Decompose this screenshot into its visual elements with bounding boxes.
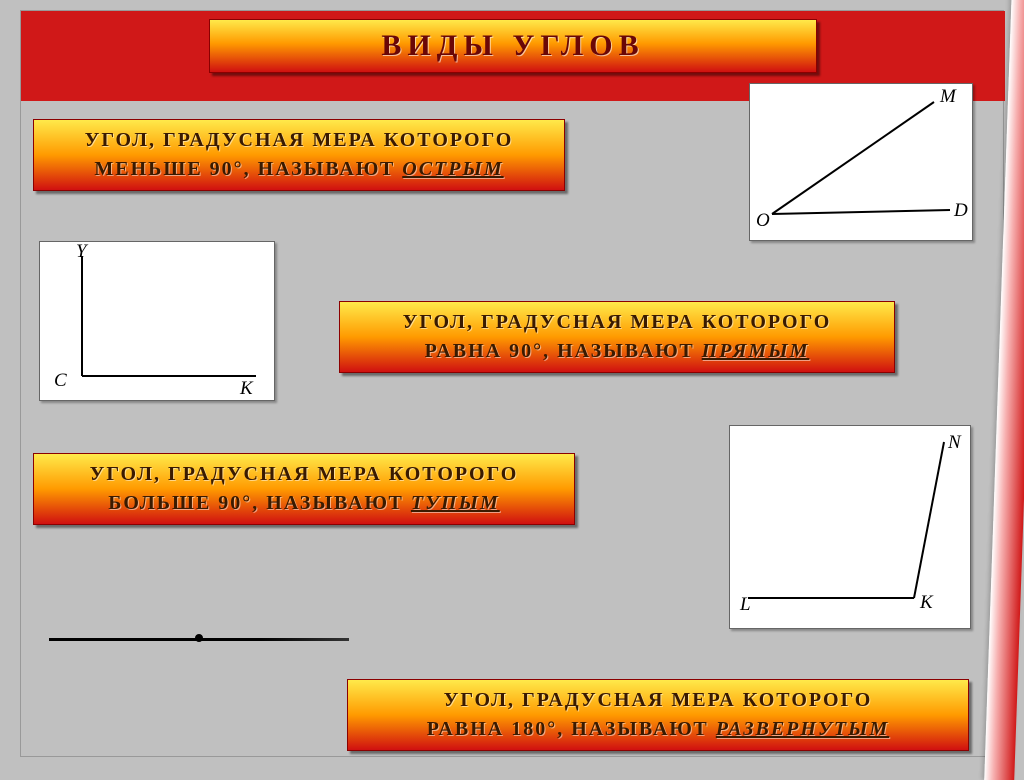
def-obtuse-keyword: ТУПЫМ bbox=[411, 492, 500, 514]
figure-straight bbox=[49, 636, 349, 642]
label-C: C bbox=[54, 370, 67, 392]
def-acute: УГОЛ, ГРАДУСНАЯ МЕРА КОТОРОГО МЕНЬШЕ 90°… bbox=[33, 119, 565, 191]
label-K2: K bbox=[920, 592, 933, 614]
def-acute-line1: УГОЛ, ГРАДУСНАЯ МЕРА КОТОРОГО bbox=[85, 129, 514, 151]
def-straight-line1: УГОЛ, ГРАДУСНАЯ МЕРА КОТОРОГО bbox=[444, 689, 873, 711]
label-N: N bbox=[948, 432, 961, 454]
label-Y: Y bbox=[76, 241, 87, 263]
def-straight-keyword: РАЗВЕРНУТЫМ bbox=[716, 718, 889, 740]
def-obtuse-line1: УГОЛ, ГРАДУСНАЯ МЕРА КОТОРОГО bbox=[90, 463, 519, 485]
figure-acute: O M D bbox=[749, 83, 973, 241]
figure-obtuse: N K L bbox=[729, 425, 971, 629]
def-straight: УГОЛ, ГРАДУСНАЯ МЕРА КОТОРОГО РАВНА 180°… bbox=[347, 679, 969, 751]
label-M: M bbox=[940, 86, 956, 108]
def-straight-line2: РАВНА 180°, НАЗЫВАЮТ bbox=[427, 718, 716, 740]
label-L: L bbox=[740, 594, 751, 616]
def-obtuse: УГОЛ, ГРАДУСНАЯ МЕРА КОТОРОГО БОЛЬШЕ 90°… bbox=[33, 453, 575, 525]
def-right-line2: РАВНА 90°, НАЗЫВАЮТ bbox=[425, 340, 702, 362]
obtuse-angle-svg bbox=[730, 426, 972, 630]
title-box: ВИДЫ УГЛОВ bbox=[209, 19, 817, 73]
def-right-line1: УГОЛ, ГРАДУСНАЯ МЕРА КОТОРОГО bbox=[403, 311, 832, 333]
def-right: УГОЛ, ГРАДУСНАЯ МЕРА КОТОРОГО РАВНА 90°,… bbox=[339, 301, 895, 373]
label-K: K bbox=[240, 378, 253, 400]
figure-right: Y C K bbox=[39, 241, 275, 401]
def-right-keyword: ПРЯМЫМ bbox=[702, 340, 810, 362]
def-acute-line2: МЕНЬШЕ 90°, НАЗЫВАЮТ bbox=[94, 158, 402, 180]
label-O: O bbox=[756, 210, 770, 232]
label-D: D bbox=[954, 200, 968, 222]
def-obtuse-line2: БОЛЬШЕ 90°, НАЗЫВАЮТ bbox=[108, 492, 411, 514]
slide-title: ВИДЫ УГЛОВ bbox=[381, 29, 644, 63]
slide: ВИДЫ УГЛОВ УГОЛ, ГРАДУСНАЯ МЕРА КОТОРОГО… bbox=[20, 10, 1004, 757]
def-acute-keyword: ОСТРЫМ bbox=[402, 158, 503, 180]
